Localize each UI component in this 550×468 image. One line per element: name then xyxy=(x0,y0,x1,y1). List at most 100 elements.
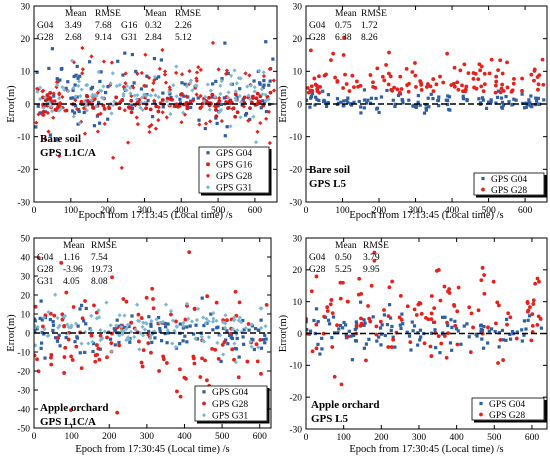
point-g28 xyxy=(174,319,178,324)
point-g28 xyxy=(386,82,391,87)
point-g16 xyxy=(207,95,211,100)
point-g04 xyxy=(431,97,435,101)
point-g04 xyxy=(106,117,110,121)
point-g31 xyxy=(133,327,138,332)
point-g28 xyxy=(160,110,165,115)
point-g31 xyxy=(58,106,64,111)
point-g28 xyxy=(92,96,98,102)
point-g28 xyxy=(142,83,147,88)
point-g04 xyxy=(449,318,453,322)
y-tick-label: 30 xyxy=(293,2,303,12)
point-g28 xyxy=(187,250,192,255)
point-g28 xyxy=(438,298,443,303)
point-g04 xyxy=(144,84,148,88)
y-tick-label: -20 xyxy=(17,367,30,377)
point-g04 xyxy=(530,105,534,109)
x-tick-label: 0 xyxy=(32,206,37,216)
point-g28 xyxy=(205,294,210,299)
point-g04 xyxy=(326,93,331,97)
point-g28 xyxy=(314,346,319,351)
point-g31 xyxy=(223,325,228,330)
point-g28 xyxy=(501,358,505,362)
point-g04 xyxy=(433,328,437,332)
point-g04 xyxy=(501,338,505,342)
point-g04 xyxy=(500,328,505,333)
point-g28 xyxy=(526,308,531,313)
point-g28 xyxy=(453,323,458,328)
point-g04 xyxy=(247,328,251,332)
point-g04 xyxy=(78,74,82,78)
point-g28 xyxy=(54,80,60,85)
point-g28 xyxy=(429,294,434,298)
point-g04 xyxy=(474,332,478,336)
point-g28 xyxy=(530,312,535,317)
point-g28 xyxy=(214,300,219,305)
point-g28 xyxy=(331,51,336,56)
point-g31 xyxy=(229,73,234,78)
point-g31 xyxy=(168,309,174,314)
point-g04 xyxy=(233,346,237,351)
point-g28 xyxy=(157,66,162,71)
y-tick-label: 30 xyxy=(21,2,31,12)
y-tick-label: 0 xyxy=(25,329,30,339)
point-g31 xyxy=(226,95,231,100)
point-g28 xyxy=(150,87,155,93)
point-g31 xyxy=(89,98,94,103)
point-g04 xyxy=(424,108,429,112)
point-g28 xyxy=(98,111,103,116)
point-g16 xyxy=(127,106,132,110)
point-g04 xyxy=(219,102,224,107)
stats-cell: G28 xyxy=(309,265,326,275)
point-g04 xyxy=(314,95,318,99)
point-g04 xyxy=(330,336,334,340)
point-g31 xyxy=(230,326,236,332)
stats-header: Mean xyxy=(145,9,167,19)
point-g28 xyxy=(80,67,85,72)
point-g28 xyxy=(309,289,314,294)
y-tick-label: -30 xyxy=(289,198,302,208)
point-g04 xyxy=(241,335,245,339)
point-g04 xyxy=(524,327,528,331)
point-g28 xyxy=(60,312,65,317)
legend-label: GPS G16 xyxy=(216,161,252,171)
point-g04 xyxy=(113,329,117,333)
point-g31 xyxy=(98,337,103,343)
stats-cell: 1.72 xyxy=(361,21,378,31)
point-g04 xyxy=(374,96,378,101)
point-g04 xyxy=(524,105,528,109)
legend-marker-g16 xyxy=(206,162,210,167)
point-g28 xyxy=(464,84,469,89)
point-g04 xyxy=(51,323,56,327)
legend-label: GPS G04 xyxy=(491,175,527,185)
point-g28 xyxy=(536,87,540,92)
point-g04 xyxy=(241,97,245,101)
stats-header: RMSE xyxy=(175,9,201,19)
point-g04 xyxy=(416,100,420,104)
point-g28 xyxy=(473,71,478,76)
point-g28 xyxy=(372,250,377,255)
point-g31 xyxy=(55,315,60,321)
point-g04 xyxy=(104,90,108,95)
point-g28 xyxy=(73,98,78,103)
point-g04 xyxy=(350,358,354,362)
point-g16 xyxy=(217,99,222,103)
point-g28 xyxy=(230,347,235,352)
point-g04 xyxy=(55,77,59,81)
point-g28 xyxy=(474,86,479,91)
point-g04 xyxy=(240,103,244,107)
y-axis-label: Error(m) xyxy=(278,314,289,352)
point-g28 xyxy=(90,98,96,103)
point-g04 xyxy=(342,99,346,103)
point-g04 xyxy=(527,98,531,102)
point-g28 xyxy=(230,106,235,111)
point-g04 xyxy=(493,330,497,334)
point-g31 xyxy=(135,92,140,98)
stats-cell: 7.54 xyxy=(91,253,108,263)
point-g04 xyxy=(399,326,403,331)
point-g28 xyxy=(330,345,335,349)
point-g28 xyxy=(493,90,498,95)
panel-top-left: 0 100 200 300 400 500 600 -30 -20 -10 0 10 20 30 Epoch… xyxy=(6,2,278,221)
point-g04 xyxy=(475,334,479,338)
point-g28 xyxy=(404,66,409,71)
point-g31 xyxy=(249,344,254,349)
